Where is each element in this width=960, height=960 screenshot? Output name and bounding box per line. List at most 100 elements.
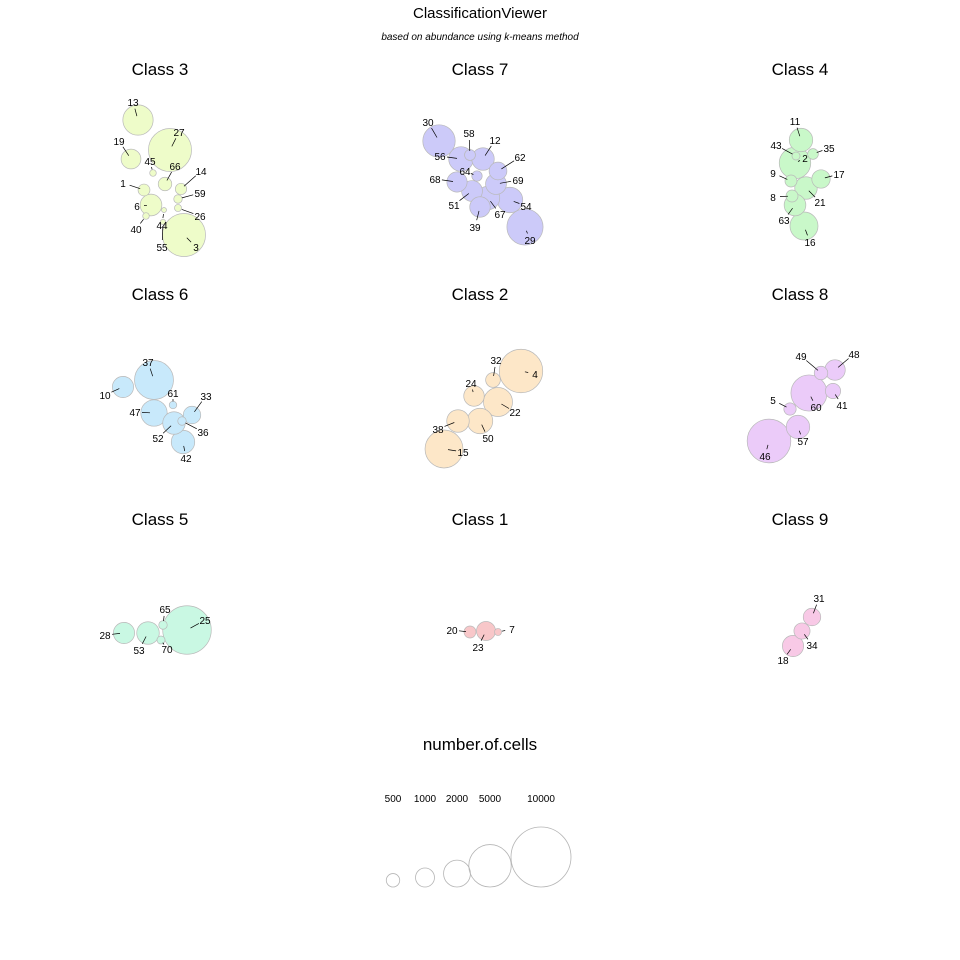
label-leader-line bbox=[779, 175, 788, 180]
cluster-label: 38 bbox=[432, 425, 444, 436]
label-leader-line bbox=[499, 180, 512, 184]
label-leader-line bbox=[141, 636, 147, 644]
cluster-label: 21 bbox=[814, 198, 826, 209]
label-leader-line bbox=[431, 127, 438, 138]
label-leader-line bbox=[162, 642, 165, 645]
cluster-label: 53 bbox=[133, 646, 145, 657]
cluster-bubble bbox=[137, 183, 151, 197]
cluster-label: 44 bbox=[156, 221, 168, 232]
label-leader-line bbox=[796, 127, 801, 137]
cluster-label: 28 bbox=[99, 631, 111, 642]
cluster-label: 7 bbox=[509, 625, 515, 636]
label-leader-line bbox=[181, 209, 194, 214]
class-panel: Class 6 37 10 61 33 47 36 52 42 bbox=[99, 285, 212, 465]
label-leader-line bbox=[190, 623, 200, 629]
cluster-bubble bbox=[785, 414, 811, 440]
label-leader-line bbox=[162, 213, 164, 219]
label-leader-line bbox=[194, 401, 203, 413]
cluster-label: 45 bbox=[144, 157, 156, 168]
panel-title: Class 9 bbox=[772, 510, 829, 529]
cluster-bubble bbox=[784, 174, 798, 188]
panel-title: Class 7 bbox=[452, 60, 509, 79]
legend-size-circle bbox=[385, 873, 401, 888]
cluster-bubble bbox=[802, 607, 822, 627]
cluster-label: 15 bbox=[457, 448, 469, 459]
panel-title: Class 6 bbox=[132, 285, 189, 304]
cluster-label: 51 bbox=[448, 201, 460, 212]
cluster-label: 30 bbox=[422, 118, 434, 129]
cluster-bubble bbox=[140, 399, 168, 427]
label-leader-line bbox=[804, 634, 809, 640]
cluster-label: 54 bbox=[520, 202, 532, 213]
label-leader-line bbox=[161, 225, 164, 241]
cluster-bubble bbox=[422, 124, 456, 158]
label-leader-line bbox=[766, 444, 769, 450]
cluster-bubble bbox=[158, 620, 168, 630]
label-leader-line bbox=[185, 422, 197, 430]
cluster-bubble bbox=[813, 365, 829, 381]
cluster-bubble bbox=[148, 128, 192, 172]
cluster-label: 14 bbox=[195, 167, 207, 178]
panel-title: Class 1 bbox=[452, 510, 509, 529]
cluster-bubble bbox=[120, 148, 142, 170]
cluster-label: 29 bbox=[524, 236, 536, 247]
legend-size-label: 5000 bbox=[479, 794, 502, 805]
chart-subtitle: based on abundance using k-means method bbox=[381, 32, 579, 43]
cluster-label: 16 bbox=[804, 238, 816, 249]
cluster-bubble bbox=[174, 182, 188, 196]
cluster-bubble bbox=[177, 416, 187, 426]
cluster-label: 23 bbox=[472, 643, 484, 654]
chart-title: ClassificationViewer bbox=[413, 5, 547, 22]
label-leader-line bbox=[786, 649, 791, 655]
cluster-label: 11 bbox=[790, 117, 801, 128]
cluster-bubble bbox=[498, 348, 544, 394]
panel-title: Class 8 bbox=[772, 285, 829, 304]
cluster-label: 68 bbox=[429, 175, 441, 186]
size-legend: 500 1000 2000 5000 10000 bbox=[385, 794, 572, 888]
cluster-label: 60 bbox=[810, 403, 822, 414]
class-panel: Class 3 13 27 19 45 66 14 1 59 6 26 40 44 55 3 bbox=[113, 60, 207, 257]
label-leader-line bbox=[526, 230, 528, 234]
label-leader-line bbox=[166, 171, 172, 181]
cluster-bubble bbox=[807, 148, 819, 160]
cluster-label: 27 bbox=[173, 128, 185, 139]
label-leader-line bbox=[186, 237, 192, 243]
cluster-label: 58 bbox=[463, 129, 475, 140]
label-leader-line bbox=[458, 630, 467, 632]
panel-title: Class 5 bbox=[132, 510, 189, 529]
cluster-label: 49 bbox=[795, 352, 807, 363]
cluster-label: 56 bbox=[434, 152, 446, 163]
label-leader-line bbox=[476, 210, 480, 221]
label-leader-line bbox=[171, 138, 177, 147]
panel-title: Class 4 bbox=[772, 60, 829, 79]
label-leader-line bbox=[162, 425, 172, 434]
cluster-label: 33 bbox=[200, 392, 212, 403]
cluster-label: 42 bbox=[180, 454, 192, 465]
cluster-label: 43 bbox=[770, 141, 782, 152]
cluster-label: 55 bbox=[156, 243, 168, 254]
cluster-label: 31 bbox=[813, 594, 825, 605]
cluster-bubble bbox=[112, 376, 134, 398]
legend-size-circle bbox=[415, 867, 435, 888]
cluster-bubble bbox=[156, 635, 166, 645]
cluster-bubble bbox=[149, 169, 157, 177]
cluster-bubble bbox=[788, 127, 814, 153]
label-leader-line bbox=[122, 146, 130, 156]
cluster-bubble bbox=[790, 374, 828, 412]
cluster-label: 13 bbox=[127, 98, 139, 109]
label-leader-line bbox=[183, 175, 197, 187]
cluster-label: 69 bbox=[512, 176, 524, 187]
label-leader-line bbox=[810, 396, 814, 401]
cluster-bubble bbox=[824, 383, 841, 400]
label-leader-line bbox=[490, 200, 497, 209]
cluster-label: 20 bbox=[446, 626, 458, 637]
label-leader-line bbox=[813, 604, 817, 614]
cluster-bubble bbox=[476, 621, 496, 641]
cluster-label: 18 bbox=[777, 656, 789, 667]
label-leader-line bbox=[805, 229, 808, 236]
cluster-bubble bbox=[466, 407, 494, 435]
label-leader-line bbox=[501, 403, 510, 409]
label-leader-line bbox=[459, 193, 470, 201]
label-leader-line bbox=[151, 166, 153, 170]
cluster-label: 5 bbox=[770, 396, 776, 407]
